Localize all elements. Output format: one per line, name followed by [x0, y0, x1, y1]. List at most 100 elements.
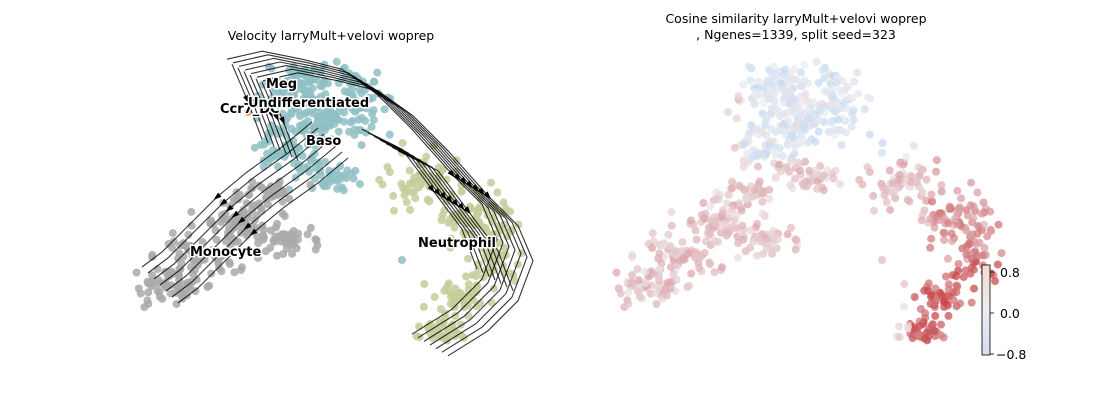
- cell-point: [931, 311, 940, 320]
- cell-point: [924, 332, 933, 341]
- cosine-panel: Cosine similarity larryMult+velovi wopre…: [612, 11, 1026, 362]
- cell-point: [148, 271, 157, 280]
- cell-point: [943, 254, 952, 263]
- cell-point: [705, 258, 714, 267]
- cell-point: [939, 228, 948, 237]
- cell-point: [900, 280, 909, 289]
- streamline-arrowhead: [465, 180, 473, 189]
- cell-point: [281, 234, 290, 243]
- cell-point: [904, 322, 913, 331]
- cell-point: [895, 170, 904, 179]
- cell-point: [972, 239, 981, 248]
- cell-point: [307, 156, 316, 165]
- velocity-streamlines: [141, 50, 534, 357]
- cell-point: [878, 139, 887, 148]
- cell-point: [321, 126, 329, 134]
- cell-point: [937, 320, 945, 329]
- cell-point: [932, 156, 941, 165]
- cell-point: [942, 272, 950, 281]
- cell-point: [790, 149, 799, 158]
- cell-point: [790, 133, 799, 142]
- cell-point: [959, 273, 968, 282]
- cell-point: [850, 77, 859, 86]
- cell-point: [837, 141, 846, 150]
- cell-point: [659, 241, 668, 250]
- cell-point: [340, 87, 349, 96]
- cell-point: [831, 107, 840, 116]
- cell-point: [450, 223, 459, 232]
- cell-point: [700, 214, 709, 223]
- streamline-arrowhead: [451, 199, 459, 208]
- velocity-scatter-points: [132, 57, 526, 345]
- cell-point: [132, 268, 141, 277]
- cell-point: [969, 214, 978, 223]
- cell-point: [794, 158, 803, 167]
- cluster-label-neutrophil: Neutrophil: [418, 236, 496, 251]
- cell-point: [954, 260, 963, 268]
- cell-point: [790, 174, 799, 183]
- cell-point: [704, 228, 713, 237]
- cell-point: [770, 91, 779, 99]
- cell-point: [970, 284, 978, 293]
- cell-point: [192, 275, 201, 284]
- cell-point: [444, 279, 453, 288]
- cell-point: [966, 201, 975, 210]
- cluster-label-ccr7-dc: Ccr7_DC: [220, 102, 280, 117]
- cell-point: [732, 211, 741, 220]
- cell-point: [792, 75, 801, 84]
- colorbar: 0.8 0.0 −0.8: [981, 264, 1026, 362]
- cell-point: [722, 199, 731, 208]
- cell-point: [285, 84, 294, 93]
- cell-point: [910, 293, 919, 301]
- cell-point: [784, 90, 793, 99]
- cell-point: [890, 187, 899, 196]
- cell-point: [870, 206, 878, 215]
- cell-point: [322, 96, 331, 105]
- cell-point: [912, 178, 921, 187]
- cell-point: [801, 126, 809, 134]
- cell-point: [424, 322, 433, 331]
- cell-point: [207, 216, 215, 225]
- cluster-label-meg: Meg: [266, 77, 297, 92]
- cell-point: [263, 149, 272, 158]
- cell-point: [746, 76, 755, 85]
- cell-point: [389, 191, 398, 200]
- cell-point: [962, 250, 971, 259]
- cell-point: [692, 235, 701, 244]
- cell-point: [671, 247, 680, 256]
- cell-point: [456, 216, 465, 225]
- velocity-panel: Velocity larryMult+velovi woprep Meg Ccr…: [132, 28, 534, 357]
- cell-point: [791, 245, 800, 254]
- cell-point: [848, 94, 857, 103]
- cell-point: [739, 235, 748, 244]
- cell-point: [408, 179, 417, 188]
- cell-point: [786, 77, 794, 86]
- cell-point: [367, 122, 376, 131]
- cell-point: [187, 207, 196, 216]
- cell-point: [676, 256, 685, 265]
- cell-point: [695, 252, 704, 261]
- streamline-arrowhead: [231, 210, 240, 218]
- cell-point: [831, 166, 840, 175]
- cell-point: [749, 192, 758, 201]
- cell-point: [750, 100, 759, 109]
- cell-point: [830, 125, 839, 134]
- cell-point: [991, 277, 999, 286]
- cell-point: [460, 236, 469, 244]
- cell-point: [860, 105, 869, 114]
- cell-point: [770, 146, 779, 155]
- cell-point: [474, 204, 483, 213]
- cell-point: [926, 243, 935, 252]
- streamline-arrowhead: [219, 198, 228, 206]
- cell-point: [734, 253, 742, 262]
- cell-point: [273, 251, 281, 260]
- cell-point: [231, 218, 240, 226]
- cell-point: [311, 245, 320, 254]
- cell-point: [711, 218, 720, 226]
- cell-point: [937, 181, 946, 190]
- cell-point: [430, 293, 439, 301]
- cell-point: [230, 268, 239, 277]
- cell-point: [451, 284, 460, 293]
- cell-point: [771, 173, 780, 182]
